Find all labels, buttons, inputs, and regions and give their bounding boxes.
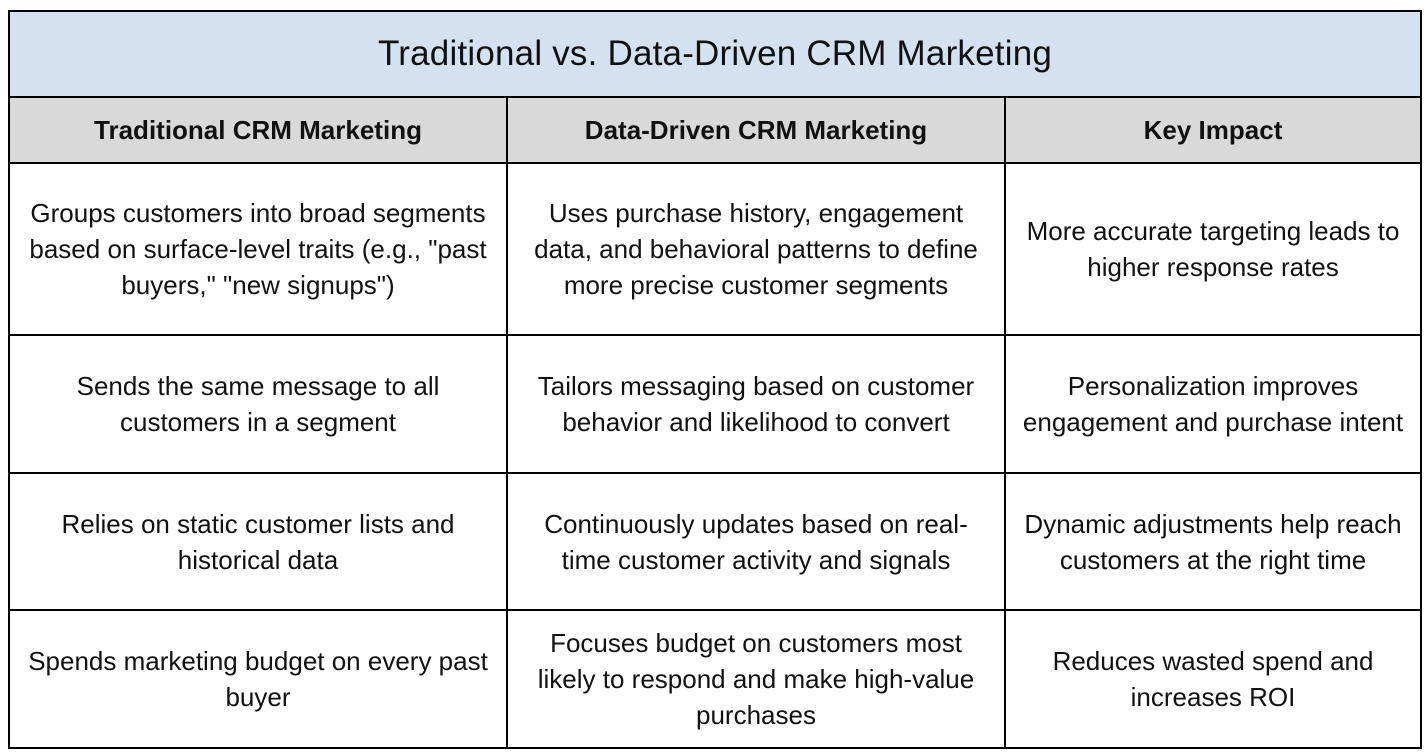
cell-key-impact: Dynamic adjustments help reach customers… — [1003, 472, 1423, 611]
table-row: Spends marketing budget on every past bu… — [8, 609, 1423, 749]
header-row: Traditional CRM Marketing Data-Driven CR… — [8, 96, 1423, 164]
cell-traditional: Groups customers into broad segments bas… — [8, 162, 508, 336]
comparison-table-container: Traditional vs. Data-Driven CRM Marketin… — [7, 10, 1423, 749]
cell-key-impact: More accurate targeting leads to higher … — [1003, 162, 1423, 336]
cell-key-impact: Reduces wasted spend and increases ROI — [1003, 609, 1423, 749]
cell-data-driven: Tailors messaging based on customer beha… — [506, 334, 1006, 474]
title-row: Traditional vs. Data-Driven CRM Marketin… — [7, 10, 1423, 98]
cell-data-driven: Continuously updates based on real-time … — [506, 472, 1006, 611]
comparison-table: Traditional vs. Data-Driven CRM Marketin… — [7, 10, 1423, 749]
table-title: Traditional vs. Data-Driven CRM Marketin… — [7, 10, 1423, 98]
cell-data-driven: Focuses budget on customers most likely … — [506, 609, 1006, 749]
cell-traditional: Relies on static customer lists and hist… — [8, 472, 508, 611]
cell-data-driven: Uses purchase history, engagement data, … — [506, 162, 1006, 336]
column-header-data-driven: Data-Driven CRM Marketing — [506, 96, 1006, 164]
cell-traditional: Sends the same message to all customers … — [8, 334, 508, 474]
cell-key-impact: Personalization improves engagement and … — [1003, 334, 1423, 474]
cell-traditional: Spends marketing budget on every past bu… — [8, 609, 508, 749]
table-row: Relies on static customer lists and hist… — [8, 472, 1423, 611]
column-header-key-impact: Key Impact — [1003, 96, 1423, 164]
table-row: Sends the same message to all customers … — [8, 334, 1423, 474]
column-header-traditional: Traditional CRM Marketing — [8, 96, 508, 164]
table-row: Groups customers into broad segments bas… — [8, 162, 1423, 336]
